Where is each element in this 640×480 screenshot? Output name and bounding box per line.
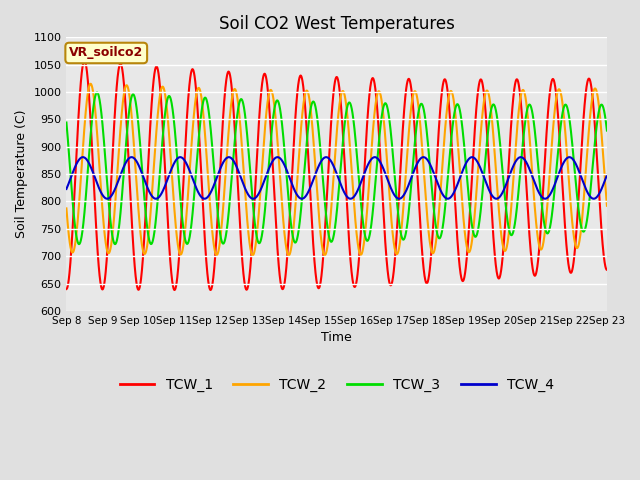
TCW_1 [603, 267, 611, 273]
TCW_4 [347, 196, 355, 202]
TCW_3 [157, 162, 164, 168]
TCW_1 [171, 287, 179, 293]
TCW_2 [124, 86, 132, 92]
TCW_2 [294, 174, 301, 180]
TCW_4 [593, 194, 600, 200]
TCW_1 [270, 187, 278, 192]
TCW_2 [593, 89, 600, 95]
TCW_3 [603, 128, 611, 133]
TCW_3 [593, 123, 600, 129]
Line: TCW_2: TCW_2 [67, 84, 607, 255]
TCW_2 [534, 239, 542, 245]
Text: VR_soilco2: VR_soilco2 [69, 47, 143, 60]
TCW_3 [294, 234, 301, 240]
TCW_4 [270, 157, 278, 163]
TCW_2 [270, 99, 278, 105]
Y-axis label: Soil Temperature (C): Soil Temperature (C) [15, 110, 28, 239]
Line: TCW_3: TCW_3 [67, 93, 607, 244]
TCW_4 [124, 156, 132, 162]
Line: TCW_1: TCW_1 [67, 60, 607, 290]
TCW_1 [294, 88, 301, 94]
TCW_3 [125, 115, 132, 120]
TCW_1 [156, 88, 164, 94]
TCW_1 [593, 151, 600, 156]
TCW_4 [323, 154, 330, 160]
TCW_4 [156, 193, 164, 199]
TCW_4 [603, 172, 611, 178]
TCW_1 [124, 150, 132, 156]
TCW_4 [63, 186, 70, 192]
TCW_2 [603, 203, 611, 209]
TCW_2 [87, 81, 95, 86]
TCW_3 [534, 166, 542, 172]
TCW_4 [293, 192, 301, 198]
X-axis label: Time: Time [321, 331, 352, 344]
TCW_1 [534, 254, 542, 260]
TCW_1 [63, 286, 70, 292]
Line: TCW_4: TCW_4 [67, 157, 607, 199]
TCW_2 [63, 205, 70, 211]
TCW_2 [285, 252, 292, 258]
TCW_3 [63, 120, 70, 125]
TCW_2 [156, 90, 164, 96]
Title: Soil CO2 West Temperatures: Soil CO2 West Temperatures [219, 15, 454, 33]
TCW_4 [534, 189, 542, 194]
TCW_3 [75, 241, 83, 247]
TCW_3 [93, 90, 101, 96]
Legend: TCW_1, TCW_2, TCW_3, TCW_4: TCW_1, TCW_2, TCW_3, TCW_4 [114, 372, 559, 398]
TCW_1 [81, 58, 88, 63]
TCW_3 [270, 108, 278, 114]
